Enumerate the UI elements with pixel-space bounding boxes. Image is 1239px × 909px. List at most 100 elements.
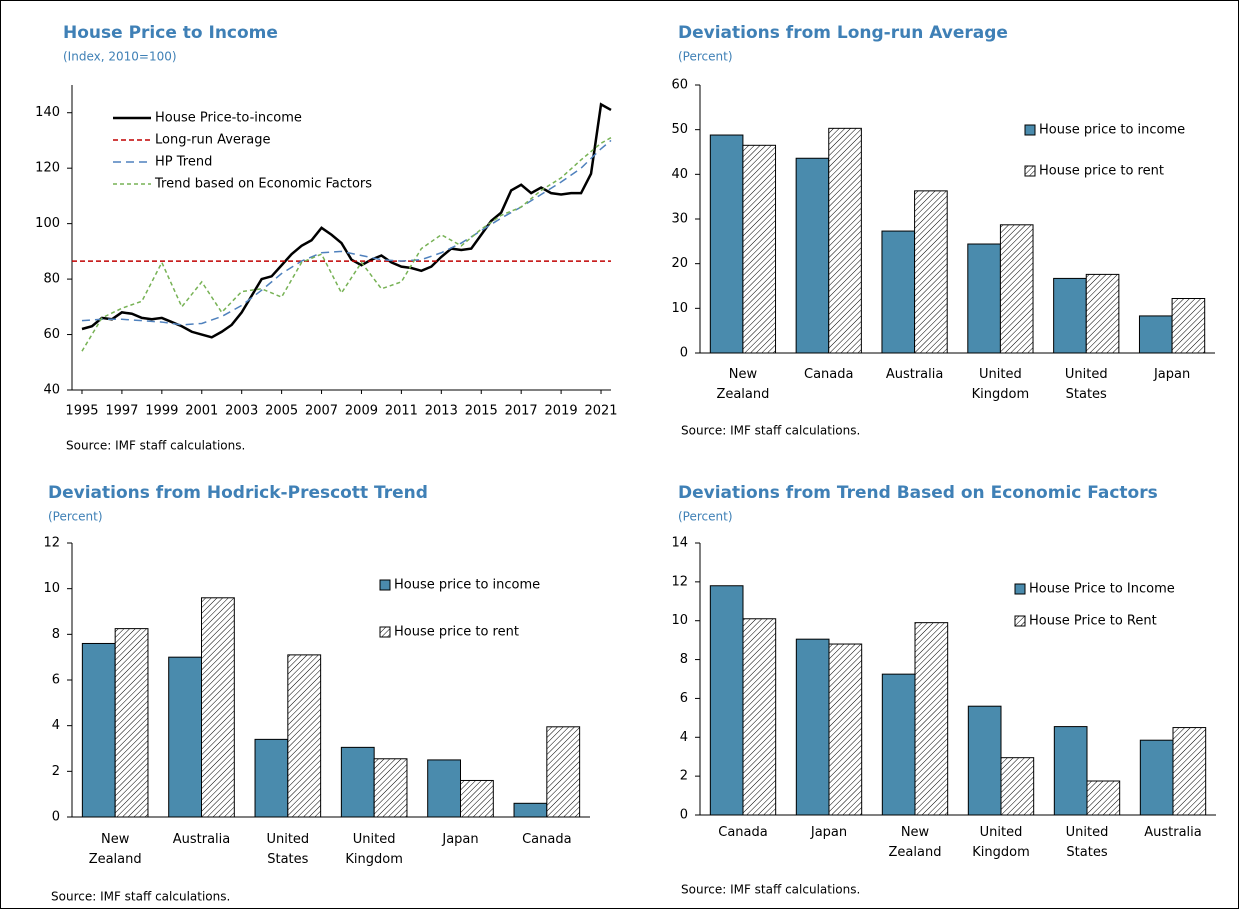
y-tick-label: 50 [671,122,688,137]
bar [795,157,830,354]
bar [513,802,548,818]
source-note: Source: IMF staff calculations. [681,424,860,438]
x-tick-label: Canada [718,825,768,840]
bar [967,705,1002,816]
y-tick-label: 14 [671,536,688,551]
x-tick-label: 2007 [305,404,338,419]
bar [1053,726,1088,816]
x-tick-label: 2011 [385,404,418,419]
x-tick-label: 1999 [145,404,178,419]
bar [460,779,494,818]
x-tick-label-box: New Zealand [716,367,769,402]
bar [709,585,744,816]
bar [709,134,744,354]
x-tick-label-box: United Kingdom [972,825,1030,860]
bar [546,726,581,818]
x-tick-label: New Zealand [888,825,942,860]
bar [114,628,149,818]
data-line [81,137,612,352]
x-tick-label-box: Canada [804,367,854,382]
bar [1085,273,1120,354]
y-tick-label: 8 [52,627,60,642]
y-tick-label: 80 [43,272,60,287]
bar [427,759,461,818]
bar [1138,315,1173,354]
bar [828,127,862,354]
y-tick-label: 2 [52,764,60,779]
x-tick-label: United Kingdom [971,367,1030,402]
y-tick-label: 10 [671,301,688,316]
x-tick-label: United States [1064,367,1108,402]
legend-label: House Price to Rent [1029,614,1157,629]
legend-label: House Price-to-income [155,111,302,126]
legend-swatch [1014,583,1026,595]
x-tick-label: 2005 [265,404,298,419]
x-tick-label: United States [266,832,310,867]
x-tick-label: Japan [810,825,848,840]
bar [1172,727,1207,816]
bar [828,643,863,816]
y-tick-label: 140 [35,105,60,120]
y-tick-label: 0 [680,346,688,361]
x-tick-label: Canada [804,367,854,382]
legend-label: House price to rent [394,625,519,640]
bar [914,622,949,816]
bar [742,144,777,354]
x-tick-label-box: United Kingdom [971,367,1030,402]
x-tick-label: 1995 [65,404,98,419]
bar [1171,298,1206,354]
y-tick-label: 6 [680,691,688,706]
x-tick-label: Australia [172,832,231,847]
bar [340,746,375,818]
source-note: Source: IMF staff calculations. [51,890,230,904]
legend-label: Trend based on Economic Factors [154,177,372,192]
x-tick-label-box: Japan [1153,367,1191,382]
y-tick-label: 120 [35,161,60,176]
x-tick-label: Japan [1153,367,1191,382]
x-tick-label: Japan [442,832,479,847]
x-tick-label-box: New Zealand [888,825,942,860]
y-tick-label: 2 [680,769,688,784]
x-tick-label: United Kingdom [345,832,403,867]
bar [742,618,777,816]
bar [373,758,408,818]
bar [1000,757,1035,816]
y-tick-label: 10 [43,581,60,596]
bar [287,654,322,818]
x-tick-label: 2019 [545,404,578,419]
y-tick-label: 40 [671,167,688,182]
chart-title: Deviations from Hodrick-Prescott Trend [48,483,428,503]
legend-swatch [1014,615,1026,627]
x-tick-label: Canada [522,832,572,847]
x-tick-label: 2013 [425,404,458,419]
chart-subtitle: (Index, 2010=100) [63,50,177,64]
bar [914,190,948,354]
chart-subtitle: (Percent) [48,510,103,524]
y-tick-label: 12 [671,574,688,589]
x-tick-label-box: Japan [442,832,479,847]
bar [201,597,235,818]
y-tick-label: 60 [671,78,688,93]
y-tick-label: 12 [43,536,60,551]
bar [1086,780,1121,816]
x-tick-label: 2009 [345,404,378,419]
x-tick-label-box: Canada [718,825,768,840]
x-tick-label-box: Australia [886,367,944,382]
bar [881,673,916,816]
legend-label: HP Trend [155,155,212,170]
y-tick-label: 20 [671,256,688,271]
y-tick-label: 40 [43,383,60,398]
bar [999,224,1034,354]
x-tick-label-box: United Kingdom [345,832,403,867]
x-tick-label: 2017 [505,404,538,419]
x-tick-label-box: United States [266,832,310,867]
legend-label: Long-run Average [155,133,271,148]
x-tick-label: 2001 [185,404,218,419]
x-tick-label: United Kingdom [972,825,1030,860]
y-tick-label: 30 [671,212,688,227]
x-tick-label-box: Canada [522,832,572,847]
x-tick-label: 2015 [465,404,498,419]
source-note: Source: IMF staff calculations. [681,883,860,897]
bar [967,243,1001,354]
